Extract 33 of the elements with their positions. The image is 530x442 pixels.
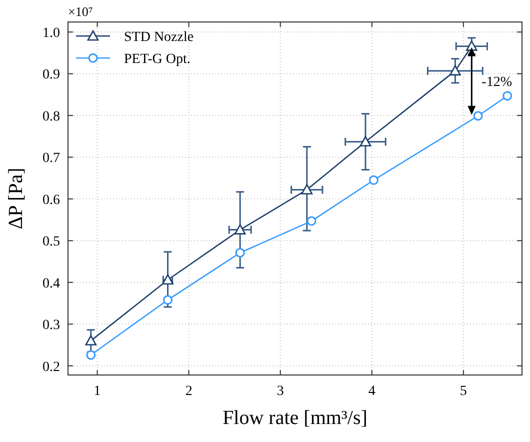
point [466,40,478,51]
point [85,335,97,346]
point [502,91,512,101]
x-tick-label: 1 [94,384,101,399]
x-tick-label: 3 [276,384,284,399]
point [306,216,316,226]
point [450,65,461,76]
legend-label: STD Nozzle [124,30,194,45]
point [473,111,483,121]
y-tick-label: 1.0 [42,26,60,42]
y-tick-label: 0.5 [42,234,60,250]
point [360,136,372,146]
y-tick-label: 0.6 [42,192,60,208]
point [234,224,246,234]
y-tick-label: 0.2 [42,360,60,375]
y-tick-label: 0.7 [42,151,60,166]
y-tick-label: 0.9 [42,68,60,83]
point [301,184,313,194]
text: ×10⁷ [68,4,93,19]
y-tick-label: 0.8 [42,109,60,124]
y-tick-label: 0.3 [42,318,60,334]
x-tick-label: 4 [368,384,376,399]
x-tick-label: 5 [460,384,467,399]
y-tick-label: 0.4 [42,276,60,292]
point [235,248,245,258]
point [86,350,96,360]
point [368,175,378,185]
x-axis-title: Flow rate [mm³/s] [222,407,368,429]
legend-label: PET-G Opt. [124,52,190,67]
annotation: -12% [482,75,512,90]
x-tick-label: 2 [185,384,192,399]
point [163,295,173,305]
y-axis-title: ΔP [Pa] [5,168,27,230]
